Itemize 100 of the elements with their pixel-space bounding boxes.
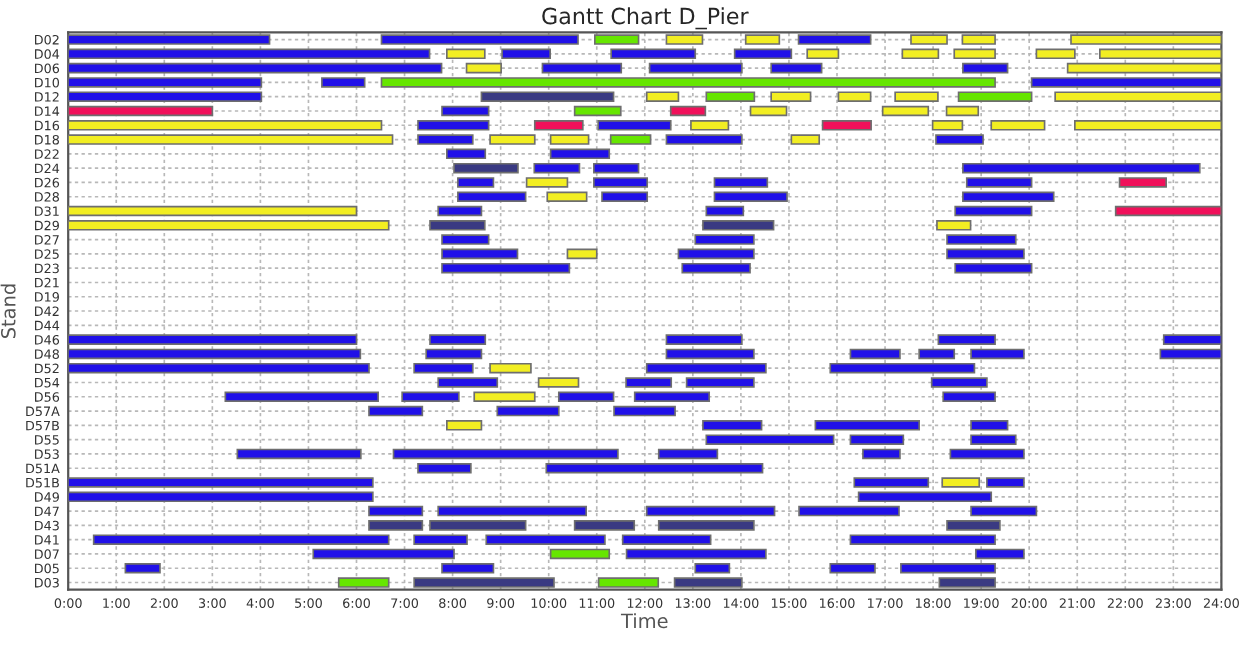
bar (437, 377, 499, 388)
bar (946, 248, 1025, 260)
bar (1070, 34, 1222, 45)
bar (224, 391, 379, 403)
bar (685, 377, 755, 388)
bar (380, 34, 579, 45)
bar (986, 477, 1025, 488)
bar (441, 248, 519, 260)
bar (321, 77, 366, 88)
bar (1162, 334, 1222, 345)
bar (849, 348, 901, 360)
bar (593, 34, 640, 45)
bar (368, 505, 424, 517)
bar (545, 462, 764, 474)
bar (312, 548, 455, 560)
bar (945, 105, 980, 117)
bar (68, 334, 358, 345)
bar (441, 105, 490, 117)
bar (648, 62, 743, 74)
bar (236, 448, 362, 460)
bar (962, 62, 1009, 74)
bar (425, 348, 483, 360)
bar (557, 391, 615, 403)
bar (970, 348, 1025, 360)
bar (910, 34, 948, 45)
bar (1098, 48, 1222, 60)
bar (368, 405, 424, 417)
bar (501, 48, 551, 60)
bar (613, 405, 676, 417)
bar (68, 477, 374, 488)
y-axis-title: Stand (0, 284, 16, 339)
bar (68, 48, 431, 60)
bar (549, 148, 611, 160)
bar (429, 334, 487, 345)
bar (857, 491, 993, 503)
bar (337, 577, 390, 588)
bar (937, 334, 996, 345)
bar (68, 62, 443, 74)
bar (705, 205, 745, 217)
bar (392, 448, 619, 460)
bar (610, 48, 697, 60)
bar (829, 562, 876, 574)
bar (593, 162, 640, 174)
bar (962, 162, 1201, 174)
bar (829, 362, 976, 374)
bar (68, 105, 214, 117)
bar (853, 477, 930, 488)
bar (975, 548, 1025, 560)
bar (1035, 48, 1076, 60)
bar (949, 448, 1025, 460)
bar (901, 48, 940, 60)
bar (970, 505, 1038, 517)
bar (68, 362, 370, 374)
bar (401, 391, 460, 403)
bar (798, 505, 900, 517)
bar (68, 491, 374, 503)
bar (942, 391, 996, 403)
bar (821, 120, 872, 131)
bar (953, 48, 996, 60)
bar (930, 377, 988, 388)
bar (681, 262, 751, 274)
bar (625, 548, 767, 560)
bar (770, 62, 823, 74)
x-axis-title: Time (620, 613, 668, 629)
chart-title: Gantt Chart D_Pier (542, 7, 749, 30)
bar (657, 448, 719, 460)
bar (645, 505, 776, 517)
bar (549, 548, 611, 560)
bar (541, 62, 623, 74)
bar (124, 562, 161, 574)
bar (665, 334, 743, 345)
bar (437, 505, 588, 517)
bar (954, 262, 1033, 274)
bar (68, 34, 271, 45)
bar (665, 348, 755, 360)
bar (669, 105, 707, 117)
bar (445, 148, 487, 160)
bar (633, 391, 711, 403)
bar (954, 205, 1033, 217)
bar (990, 120, 1046, 131)
bar (441, 262, 571, 274)
bar (533, 162, 581, 174)
bar (1074, 120, 1222, 131)
bar (625, 377, 673, 388)
bar (496, 405, 560, 417)
bar (68, 348, 362, 360)
bar (645, 362, 767, 374)
bar (1118, 177, 1167, 188)
bar (733, 48, 793, 60)
bar (597, 577, 660, 588)
bar (862, 448, 901, 460)
bar (1114, 205, 1222, 217)
bar (797, 34, 872, 45)
bar (453, 162, 519, 174)
bar (677, 248, 755, 260)
bar (1066, 62, 1222, 74)
bar (790, 134, 821, 145)
bar (961, 34, 996, 45)
bar (417, 462, 472, 474)
bar (573, 105, 622, 117)
